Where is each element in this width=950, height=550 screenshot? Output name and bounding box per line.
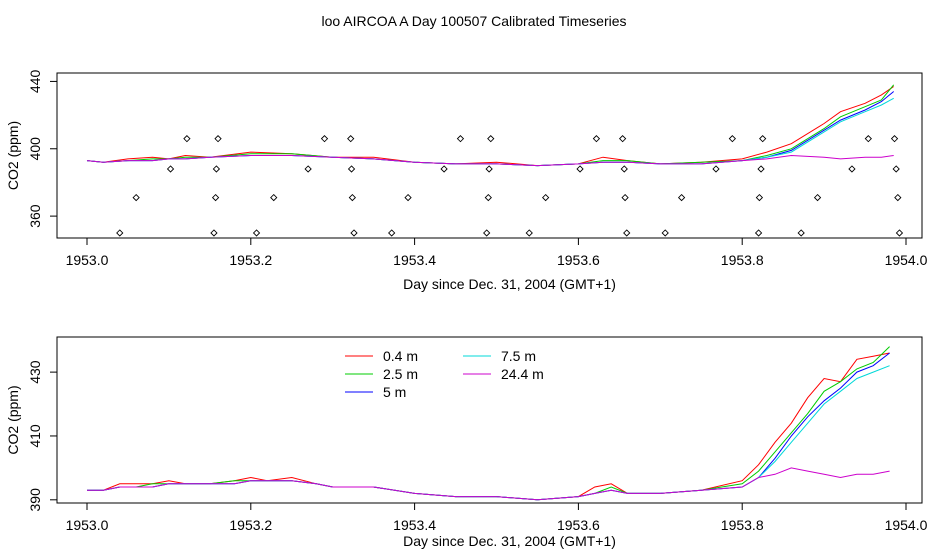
x-tick-label: 1953.4	[393, 252, 436, 268]
data-marker	[483, 229, 491, 237]
data-marker	[592, 135, 601, 143]
data-marker	[623, 229, 631, 237]
data-marker	[797, 229, 805, 237]
data-marker	[456, 135, 465, 143]
data-marker	[759, 135, 767, 143]
series-line-0-4-m	[87, 352, 890, 501]
data-marker	[728, 135, 737, 143]
data-marker	[618, 135, 627, 143]
data-marker	[895, 229, 904, 237]
data-marker	[894, 193, 902, 202]
x-tick-label: 1954.0	[885, 517, 928, 533]
x-tick-label: 1954.0	[885, 252, 928, 268]
series-line-2	[86, 91, 895, 167]
plot-frame	[56, 72, 923, 239]
data-marker	[404, 193, 412, 202]
data-marker	[347, 135, 355, 143]
series-line-1	[86, 84, 895, 167]
top-panel: 1953.0 1953.2 1953.4 1953.6 1953.8 1954.0 360 4…	[5, 70, 928, 292]
data-marker	[487, 135, 495, 143]
legend-label: 7.5 m	[501, 348, 536, 364]
y-tick-label: 390	[27, 488, 43, 512]
series-line-0	[86, 86, 894, 167]
series-line-7-5-m	[87, 365, 890, 501]
x-tick-label: 1953.0	[66, 252, 109, 268]
data-marker	[252, 229, 261, 237]
x-tick-label: 1953.4	[393, 517, 436, 533]
data-marker	[350, 229, 358, 237]
data-marker	[484, 193, 492, 202]
data-marker	[211, 193, 220, 202]
legend-label: 2.5 m	[383, 366, 418, 382]
data-marker	[848, 165, 856, 173]
data-marker	[132, 193, 140, 202]
y-axis-label: CO2 (ppm)	[5, 121, 21, 190]
legend-label: 0.4 m	[383, 348, 418, 364]
data-marker	[388, 229, 396, 237]
data-marker	[214, 135, 222, 143]
series-line-24-4-m	[87, 467, 890, 501]
data-marker	[320, 135, 329, 143]
data-marker	[485, 165, 493, 173]
y-tick-label: 430	[27, 360, 43, 384]
x-axis-label: Day since Dec. 31, 2004 (GMT+1)	[403, 276, 616, 292]
plot-frame	[56, 336, 923, 504]
data-marker	[212, 165, 221, 173]
series-line-5-m	[87, 352, 890, 501]
data-marker	[661, 229, 669, 237]
x-tick-label: 1953.8	[721, 517, 764, 533]
legend-label: 5 m	[383, 384, 406, 400]
legend-label: 24.4 m	[501, 366, 544, 382]
data-marker	[890, 135, 899, 143]
data-marker	[576, 165, 584, 173]
y-tick-label: 360	[27, 204, 43, 228]
data-marker	[440, 165, 448, 173]
data-marker	[677, 193, 686, 202]
data-marker	[542, 193, 550, 202]
data-marker	[712, 165, 720, 173]
data-marker	[525, 229, 533, 237]
data-marker	[304, 165, 312, 173]
x-tick-label: 1953.6	[557, 517, 600, 533]
data-marker	[754, 229, 763, 237]
x-tick-label: 1953.2	[229, 252, 272, 268]
y-axis-label: CO2 (ppm)	[5, 385, 21, 454]
x-tick-label: 1953.2	[229, 517, 272, 533]
data-marker	[348, 193, 356, 202]
data-marker	[757, 165, 765, 173]
x-axis-label: Day since Dec. 31, 2004 (GMT+1)	[403, 533, 616, 549]
series-line-4	[86, 154, 894, 167]
figure-title: loo AIRCOA A Day 100507 Calibrated Times…	[321, 13, 626, 29]
data-marker	[183, 135, 191, 143]
data-marker	[116, 229, 124, 237]
data-marker	[864, 135, 872, 143]
y-tick-label: 410	[27, 424, 43, 448]
data-marker	[166, 165, 175, 173]
data-marker	[270, 193, 278, 202]
x-tick-label: 1953.8	[721, 252, 764, 268]
data-marker	[620, 165, 628, 173]
data-marker	[621, 193, 629, 202]
bottom-panel: 1953.0 1953.2 1953.4 1953.6 1953.8 1954.0 390 4…	[5, 336, 928, 549]
data-marker	[755, 193, 764, 202]
data-marker	[347, 165, 356, 173]
data-marker	[892, 165, 900, 173]
data-marker	[813, 193, 822, 202]
x-tick-label: 1953.6	[557, 252, 600, 268]
y-tick-label: 440	[27, 70, 43, 94]
series-line-2-5-m	[87, 346, 890, 501]
data-marker	[210, 229, 218, 237]
x-tick-label: 1953.0	[66, 517, 109, 533]
series-line-3	[86, 97, 894, 167]
y-tick-label: 400	[27, 137, 43, 161]
